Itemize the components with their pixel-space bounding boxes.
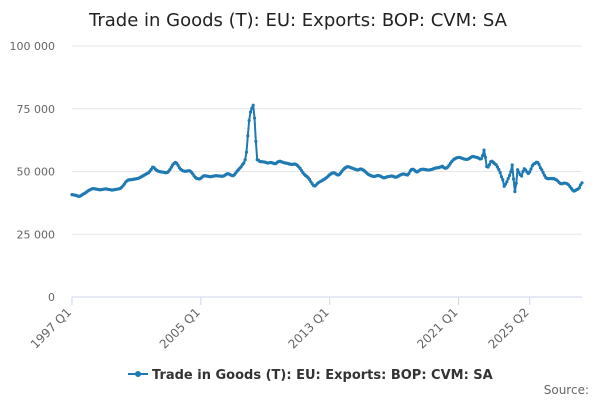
y-tick-label: 50 000 [17,166,56,179]
x-tick-label: 2013 Q1 [286,305,332,351]
data-point[interactable] [577,186,581,190]
data-point[interactable] [529,167,533,171]
data-point[interactable] [507,173,512,178]
series-layer [70,103,584,198]
data-point[interactable] [514,181,518,185]
data-point[interactable] [580,181,584,185]
data-point[interactable] [495,165,500,169]
data-point[interactable] [506,176,510,181]
legend[interactable]: Trade in Goods (T): EU: Exports: BOP: CV… [128,368,493,383]
x-tick-label: 2021 Q1 [414,305,460,351]
source-label: Source: [544,383,589,397]
data-point[interactable] [251,103,255,107]
data-point[interactable] [254,139,258,143]
data-point[interactable] [501,178,505,182]
data-point[interactable] [513,189,517,194]
data-point[interactable] [407,171,411,176]
x-tick-label: 2005 Q1 [157,305,203,351]
x-tick-label: 2025 Q2 [486,305,532,351]
data-point[interactable] [503,182,508,186]
data-point[interactable] [242,161,246,165]
data-point[interactable] [498,170,502,175]
data-point[interactable] [540,168,544,172]
x-tick-label: 1997 Q1 [28,305,74,351]
data-point[interactable] [487,163,491,167]
x-axis: 1997 Q1 2005 Q1 2013 Q1 2021 Q1 2025 Q2 [28,296,582,351]
y-tick-label: 100 000 [10,40,56,53]
data-point[interactable] [521,169,525,174]
data-point[interactable] [479,157,483,161]
data-point[interactable] [509,170,513,174]
data-point[interactable] [515,168,520,172]
data-point[interactable] [483,155,487,159]
data-point[interactable] [510,163,514,167]
data-point[interactable] [541,170,545,175]
data-point[interactable] [505,180,509,184]
gridlines [72,45,582,235]
data-point[interactable] [247,118,251,123]
y-tick-label: 0 [48,291,55,304]
y-tick-label: 75 000 [17,103,56,116]
data-point[interactable] [248,110,253,114]
y-axis-tick-labels: 0 25 000 50 000 75 000 100 000 [10,40,56,304]
data-point[interactable] [481,153,485,158]
data-point[interactable] [537,162,541,167]
data-point[interactable] [244,150,249,154]
data-point[interactable] [250,106,254,110]
data-point[interactable] [520,174,524,178]
data-point[interactable] [252,116,257,120]
data-point[interactable] [246,134,250,138]
y-tick-label: 25 000 [17,228,56,241]
series-line [71,104,583,198]
data-point[interactable] [243,158,247,162]
data-point[interactable] [482,148,486,152]
data-point[interactable] [497,167,501,172]
data-point[interactable] [499,175,504,179]
legend-label: Trade in Goods (T): EU: Exports: BOP: CV… [152,368,493,383]
data-point[interactable] [511,177,516,181]
legend-swatch-marker [135,371,141,377]
data-point[interactable] [517,170,521,174]
data-point[interactable] [528,170,532,174]
chart-title: Trade in Goods (T): EU: Exports: BOP: CV… [88,10,508,31]
data-point[interactable] [176,163,180,167]
